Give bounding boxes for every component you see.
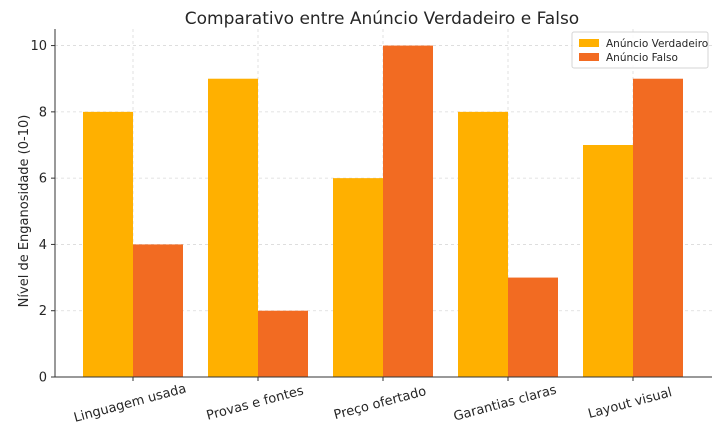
y-axis-label: Nível de Enganosidade (0-10) (17, 115, 32, 308)
bar-falso (633, 78, 683, 377)
legend-swatch (579, 53, 599, 61)
bar-verdadeiro (583, 145, 633, 377)
bar-falso (133, 244, 183, 377)
y-tick-label: 10 (30, 39, 47, 54)
bar-verdadeiro (83, 111, 133, 377)
bar-falso (508, 277, 558, 377)
bars-layer (83, 45, 683, 377)
legend-label: Anúncio Verdadeiro (606, 38, 708, 50)
x-tick-label: Linguagem usada (72, 381, 188, 425)
bar-falso (383, 45, 433, 377)
y-tick-label: 4 (39, 238, 47, 253)
legend-label: Anúncio Falso (606, 52, 678, 64)
legend: Anúncio Verdadeiro Anúncio Falso (571, 31, 709, 69)
bar-falso (258, 310, 308, 377)
y-tick-label: 8 (39, 105, 47, 120)
bar-verdadeiro (208, 78, 258, 377)
y-tick-label: 6 (39, 172, 47, 187)
legend-swatch (579, 39, 599, 47)
legend-box (571, 31, 709, 69)
y-tick-label: 2 (39, 304, 47, 319)
x-tick-label: Provas e fontes (205, 383, 306, 423)
x-tick-label: Preço ofertado (332, 384, 428, 423)
x-tick-label: Layout visual (587, 385, 674, 422)
bar-verdadeiro (458, 111, 508, 377)
bar-verdadeiro (333, 178, 383, 377)
chart-title: Comparativo entre Anúncio Verdadeiro e F… (185, 9, 579, 29)
x-tick-label: Garantias claras (452, 383, 558, 425)
y-tick-label: 0 (39, 371, 47, 386)
